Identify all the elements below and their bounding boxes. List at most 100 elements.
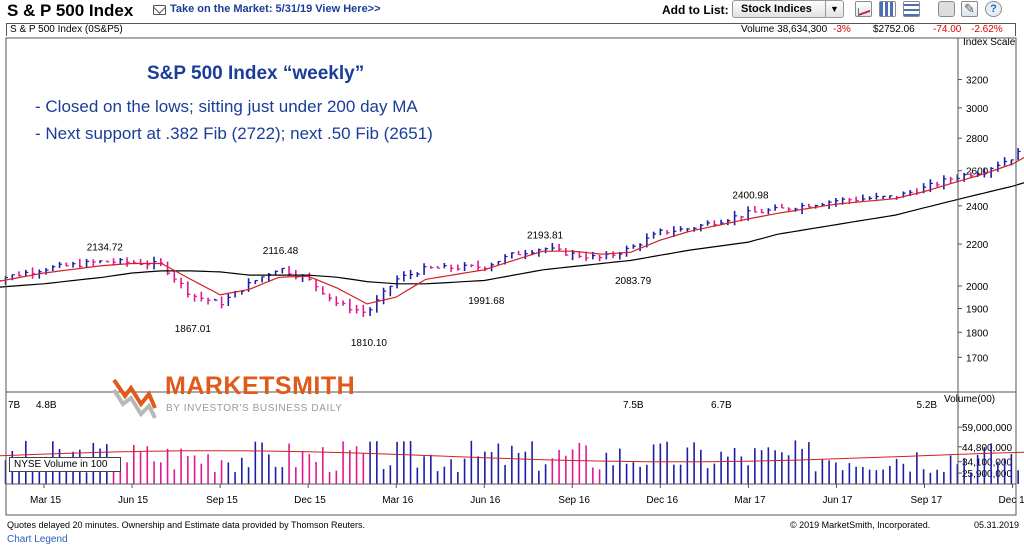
chevron-down-icon[interactable]: ▼ bbox=[825, 1, 843, 17]
price-bar bbox=[126, 257, 130, 267]
price-tick-label: 1800 bbox=[966, 328, 989, 339]
price-bar bbox=[686, 228, 690, 232]
chart-type-icon[interactable] bbox=[855, 1, 872, 17]
list-select-value: Stock Indices bbox=[741, 3, 812, 15]
price-bar bbox=[322, 286, 326, 295]
price-bar bbox=[679, 226, 684, 232]
x-axis: Mar 15 Jun 15 Sep 15 Dec 15 Mar 16 Jun 16 Sep … bbox=[30, 484, 1024, 506]
price-bar bbox=[315, 278, 319, 292]
x-tick-label: Dec 17 bbox=[999, 495, 1024, 506]
price-bar bbox=[997, 161, 1001, 172]
price-bar bbox=[45, 267, 49, 275]
footer-copyright: © 2019 MarketSmith, Incorporated. bbox=[790, 520, 931, 530]
price-tick-label: 2000 bbox=[966, 282, 989, 293]
price-bar bbox=[754, 205, 758, 213]
logo-word: MARKETSMITH bbox=[165, 372, 356, 400]
price-bar bbox=[416, 272, 420, 277]
price-bar bbox=[349, 298, 353, 314]
x-tick-label: Jun 16 bbox=[470, 495, 500, 506]
price-bar bbox=[970, 172, 974, 178]
price-annotation: 2116.48 bbox=[263, 246, 299, 257]
layout-grid-icon[interactable] bbox=[879, 1, 896, 17]
price-bar bbox=[450, 264, 454, 272]
volume-tick-label: 34,100,000 bbox=[962, 458, 1012, 469]
price-bar bbox=[220, 296, 225, 309]
volume-axis-label: Volume(00) bbox=[944, 394, 995, 405]
price-bar bbox=[382, 287, 387, 305]
price-bar bbox=[470, 264, 474, 268]
quote-bar: S & P 500 Index (0S&P5) Volume 38,634,30… bbox=[6, 23, 1016, 37]
volume-panel: 59,000,000 44,800,000 34,100,00025,900,000… bbox=[0, 400, 1024, 484]
price-bar bbox=[180, 277, 184, 289]
price-bar bbox=[396, 275, 400, 289]
price-bar bbox=[106, 260, 110, 263]
add-to-list-label: Add to List: bbox=[662, 3, 729, 17]
help-icon[interactable]: ? bbox=[985, 1, 1002, 17]
price-bar bbox=[700, 224, 704, 232]
price-annotation: 2193.81 bbox=[527, 230, 564, 241]
price-tick-label: 2200 bbox=[966, 240, 989, 251]
top-toolbar: S & P 500 Index Take on the Market: 5/31… bbox=[0, 0, 1024, 22]
note-title: S&P 500 Index “weekly” bbox=[147, 63, 364, 84]
price-bar bbox=[362, 304, 366, 317]
price-bar bbox=[436, 265, 441, 269]
price-bar bbox=[65, 262, 69, 267]
data-table-icon[interactable] bbox=[903, 1, 920, 17]
price-bar bbox=[369, 307, 373, 316]
analysis-note: S&P 500 Index “weekly” - Closed on the l… bbox=[35, 63, 433, 143]
price-bar bbox=[727, 219, 731, 226]
price-bar bbox=[558, 243, 562, 252]
tools-icon[interactable] bbox=[961, 1, 978, 17]
volume-annotation: 4.8B bbox=[36, 400, 57, 411]
price-bar bbox=[193, 293, 198, 302]
price-bar bbox=[612, 251, 616, 259]
price-bar bbox=[58, 261, 63, 268]
x-tick-label: Dec 15 bbox=[294, 495, 326, 506]
price-bar bbox=[868, 196, 873, 201]
price-panel: 1700180019002000220024002600280030003200… bbox=[0, 76, 1024, 364]
x-tick-label: Mar 17 bbox=[734, 495, 766, 506]
price-bar bbox=[625, 245, 630, 257]
ma-long-line bbox=[0, 182, 1024, 288]
price-bar bbox=[497, 260, 501, 266]
price-bar bbox=[99, 260, 103, 264]
price-bar bbox=[85, 258, 90, 268]
price-bar bbox=[376, 295, 380, 313]
price-bar bbox=[760, 208, 765, 214]
price-bar bbox=[409, 269, 414, 280]
price-bar bbox=[511, 252, 515, 259]
x-tick-label: Dec 16 bbox=[646, 495, 678, 506]
price-bar bbox=[166, 261, 171, 276]
price-bar bbox=[457, 264, 461, 271]
price-bar bbox=[598, 254, 603, 262]
volume-annotation: 7.5B bbox=[623, 400, 644, 411]
chart-legend-link[interactable]: Chart Legend bbox=[7, 534, 68, 545]
price-bar bbox=[632, 244, 636, 249]
footer-date: 05.31.2019 bbox=[974, 520, 1020, 530]
price-volume-chart[interactable]: 1700180019002000220024002600280030003200… bbox=[0, 36, 1024, 516]
price-bar bbox=[355, 305, 360, 314]
price-bar bbox=[430, 265, 434, 269]
print-icon[interactable] bbox=[938, 1, 955, 17]
price-bar bbox=[652, 231, 657, 239]
price-bar bbox=[119, 257, 123, 265]
price-bar bbox=[794, 207, 798, 212]
price-tick-label: 2800 bbox=[966, 134, 989, 145]
list-select[interactable]: Stock Indices ▼ bbox=[732, 0, 844, 18]
price-bar bbox=[673, 226, 677, 238]
price-bar bbox=[936, 181, 940, 187]
price-bar bbox=[949, 176, 954, 184]
price-bar bbox=[862, 194, 866, 202]
promo-link[interactable]: Take on the Market: 5/31/19 View Here>> bbox=[170, 3, 381, 15]
email-icon[interactable] bbox=[153, 5, 166, 15]
price-readout: $2752.06 bbox=[873, 24, 915, 35]
price-bar bbox=[25, 269, 29, 277]
price-tick-label: 3200 bbox=[966, 76, 989, 87]
price-bar bbox=[463, 262, 468, 272]
price-bar bbox=[706, 220, 711, 226]
volume-readout: Volume 38,634,300 bbox=[741, 24, 828, 35]
price-bar bbox=[18, 271, 22, 277]
price-bar bbox=[666, 229, 670, 235]
price-bar bbox=[990, 167, 994, 178]
price-bar bbox=[787, 207, 792, 211]
